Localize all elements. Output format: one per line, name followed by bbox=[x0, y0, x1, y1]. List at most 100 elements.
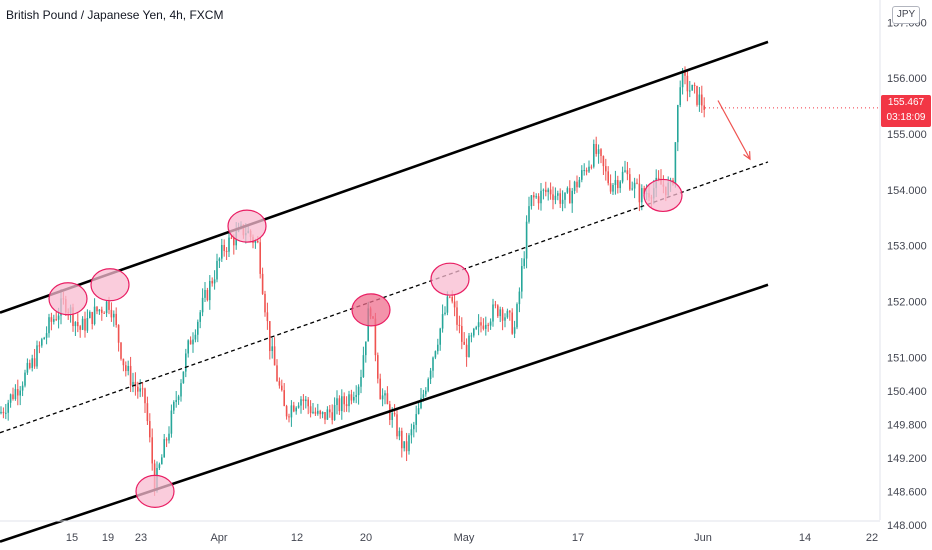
candle bbox=[276, 359, 278, 382]
candle bbox=[175, 391, 177, 408]
candle-body bbox=[110, 309, 113, 318]
candle bbox=[398, 427, 401, 441]
candle-body bbox=[297, 405, 300, 408]
candle-body bbox=[74, 322, 77, 327]
candle bbox=[86, 309, 89, 333]
candle bbox=[609, 174, 612, 194]
candle bbox=[105, 300, 108, 317]
candle-body bbox=[45, 333, 48, 338]
candle-body bbox=[451, 296, 453, 302]
candle-body bbox=[218, 258, 221, 261]
candle-body bbox=[319, 410, 321, 415]
candle bbox=[33, 348, 36, 369]
candle bbox=[415, 405, 417, 433]
candle-body bbox=[545, 189, 547, 193]
price-tick-label: 148.600 bbox=[887, 486, 927, 498]
candle-body bbox=[614, 179, 617, 185]
candle-body bbox=[393, 413, 396, 415]
candle-body bbox=[461, 326, 463, 342]
candle bbox=[55, 311, 57, 322]
candle bbox=[379, 373, 381, 400]
candle bbox=[417, 402, 420, 415]
candle bbox=[29, 359, 31, 370]
candle bbox=[386, 386, 389, 405]
channel-mid-dashed-line[interactable] bbox=[0, 161, 769, 434]
candle-body bbox=[331, 412, 333, 421]
candle-body bbox=[137, 386, 139, 392]
candle bbox=[403, 441, 405, 452]
candle-body bbox=[329, 409, 331, 413]
time-tick-label: Apr bbox=[210, 532, 227, 544]
candle-body bbox=[523, 258, 525, 267]
candle bbox=[432, 356, 434, 378]
candle-body bbox=[458, 324, 461, 327]
candle-body bbox=[384, 393, 386, 396]
candle-body bbox=[677, 105, 679, 143]
candle-body bbox=[446, 296, 449, 313]
candle bbox=[309, 400, 312, 418]
candle bbox=[573, 180, 576, 195]
candle-body bbox=[5, 412, 7, 414]
candle bbox=[585, 167, 588, 176]
candle bbox=[141, 381, 144, 397]
candle-body bbox=[283, 390, 285, 407]
candle-body bbox=[317, 410, 319, 414]
candle-body bbox=[391, 413, 393, 420]
projection-arrow[interactable] bbox=[717, 100, 751, 160]
candle bbox=[216, 253, 218, 283]
highlight-circle[interactable] bbox=[48, 282, 88, 316]
highlight-circle[interactable] bbox=[90, 268, 130, 302]
candle-body bbox=[434, 351, 437, 358]
candle bbox=[194, 329, 197, 343]
candle-body bbox=[701, 94, 703, 106]
candle-body bbox=[269, 321, 271, 352]
candle-body bbox=[602, 156, 605, 167]
candle-body bbox=[81, 318, 84, 330]
candle-body bbox=[518, 291, 521, 305]
highlight-circle[interactable] bbox=[351, 293, 391, 327]
candle bbox=[624, 160, 626, 173]
highlight-circle[interactable] bbox=[643, 178, 683, 213]
candle bbox=[583, 163, 585, 176]
candle-body bbox=[657, 177, 660, 180]
candle-body bbox=[689, 90, 691, 92]
candle-body bbox=[41, 339, 43, 346]
candle-body bbox=[674, 142, 677, 185]
candle-body bbox=[489, 321, 492, 326]
candle bbox=[2, 407, 5, 419]
candle-body bbox=[163, 439, 165, 458]
candle bbox=[338, 395, 341, 415]
candle-body bbox=[410, 429, 413, 436]
candle-body bbox=[259, 242, 261, 274]
candle-body bbox=[132, 381, 134, 386]
highlight-circle[interactable] bbox=[227, 209, 267, 243]
highlight-circle[interactable] bbox=[430, 262, 470, 296]
candle-body bbox=[333, 405, 336, 421]
candle bbox=[441, 304, 444, 333]
candle bbox=[698, 86, 701, 112]
highlight-circle[interactable] bbox=[135, 474, 175, 508]
candle bbox=[533, 191, 535, 206]
candle bbox=[377, 352, 379, 384]
candle bbox=[24, 369, 26, 388]
candle bbox=[170, 404, 173, 438]
currency-badge[interactable]: JPY bbox=[892, 6, 920, 24]
candle bbox=[165, 437, 168, 448]
candle bbox=[305, 395, 307, 409]
candle-body bbox=[158, 464, 161, 469]
candle bbox=[177, 394, 180, 405]
candle-body bbox=[180, 383, 182, 397]
candle bbox=[545, 181, 547, 197]
candle bbox=[549, 182, 552, 200]
candle-body bbox=[96, 306, 98, 312]
candle bbox=[53, 314, 55, 325]
channel-upper-line[interactable] bbox=[0, 40, 769, 314]
candle-body bbox=[578, 179, 581, 188]
channel-lower-line[interactable] bbox=[0, 283, 769, 543]
candle bbox=[525, 215, 528, 269]
candle-body bbox=[345, 404, 348, 407]
candle-body bbox=[617, 179, 619, 189]
price-tick-label: 150.400 bbox=[887, 386, 927, 398]
candle-body bbox=[597, 149, 600, 154]
